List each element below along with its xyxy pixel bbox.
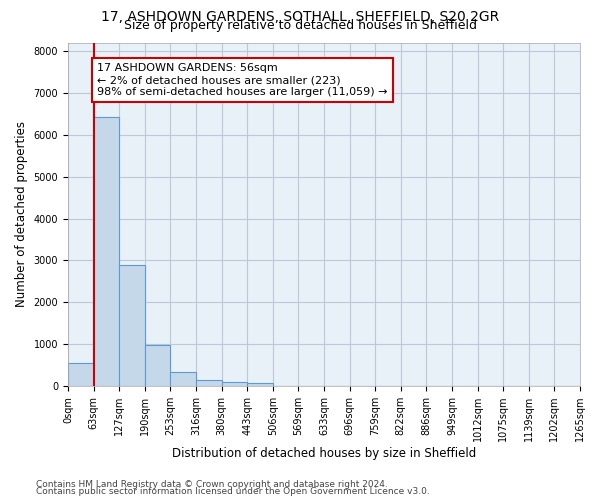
Bar xyxy=(170,372,196,386)
Text: Contains HM Land Registry data © Crown copyright and database right 2024.: Contains HM Land Registry data © Crown c… xyxy=(36,480,388,489)
Bar xyxy=(196,380,221,386)
Text: 17, ASHDOWN GARDENS, SOTHALL, SHEFFIELD, S20 2GR: 17, ASHDOWN GARDENS, SOTHALL, SHEFFIELD,… xyxy=(101,10,499,24)
Bar xyxy=(221,382,247,386)
Text: 17 ASHDOWN GARDENS: 56sqm
← 2% of detached houses are smaller (223)
98% of semi-: 17 ASHDOWN GARDENS: 56sqm ← 2% of detach… xyxy=(97,64,388,96)
Bar xyxy=(145,345,170,386)
Y-axis label: Number of detached properties: Number of detached properties xyxy=(15,122,28,308)
Bar xyxy=(94,117,119,386)
Bar xyxy=(247,384,273,386)
Bar xyxy=(68,362,94,386)
Text: Contains public sector information licensed under the Open Government Licence v3: Contains public sector information licen… xyxy=(36,487,430,496)
Text: Size of property relative to detached houses in Sheffield: Size of property relative to detached ho… xyxy=(124,19,476,32)
X-axis label: Distribution of detached houses by size in Sheffield: Distribution of detached houses by size … xyxy=(172,447,476,460)
Bar xyxy=(119,264,145,386)
